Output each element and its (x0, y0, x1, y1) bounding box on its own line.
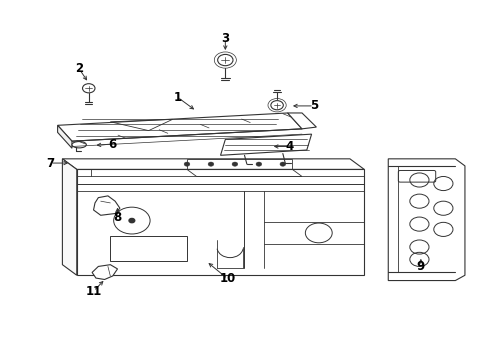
Text: 1: 1 (173, 91, 181, 104)
Polygon shape (93, 196, 120, 215)
Polygon shape (287, 113, 316, 129)
Circle shape (256, 162, 261, 166)
Polygon shape (220, 134, 311, 155)
Polygon shape (62, 159, 364, 170)
Text: 3: 3 (221, 32, 229, 45)
Text: 6: 6 (108, 138, 117, 150)
Text: 5: 5 (309, 99, 318, 112)
Text: 7: 7 (46, 157, 54, 170)
Text: 4: 4 (285, 140, 294, 153)
Ellipse shape (72, 141, 86, 148)
Text: 11: 11 (85, 285, 102, 298)
Polygon shape (77, 170, 364, 275)
Circle shape (217, 54, 232, 66)
Polygon shape (92, 265, 117, 279)
Circle shape (129, 219, 135, 223)
Polygon shape (62, 159, 77, 275)
Polygon shape (58, 113, 302, 141)
Polygon shape (387, 159, 464, 280)
Circle shape (280, 162, 285, 166)
Text: 10: 10 (219, 272, 235, 285)
Circle shape (232, 162, 237, 166)
Circle shape (184, 162, 189, 166)
Circle shape (82, 84, 95, 93)
Text: 9: 9 (416, 260, 424, 273)
Circle shape (208, 162, 213, 166)
Circle shape (270, 101, 283, 110)
Text: 2: 2 (75, 62, 83, 75)
Polygon shape (58, 125, 72, 148)
Text: 8: 8 (113, 211, 122, 224)
